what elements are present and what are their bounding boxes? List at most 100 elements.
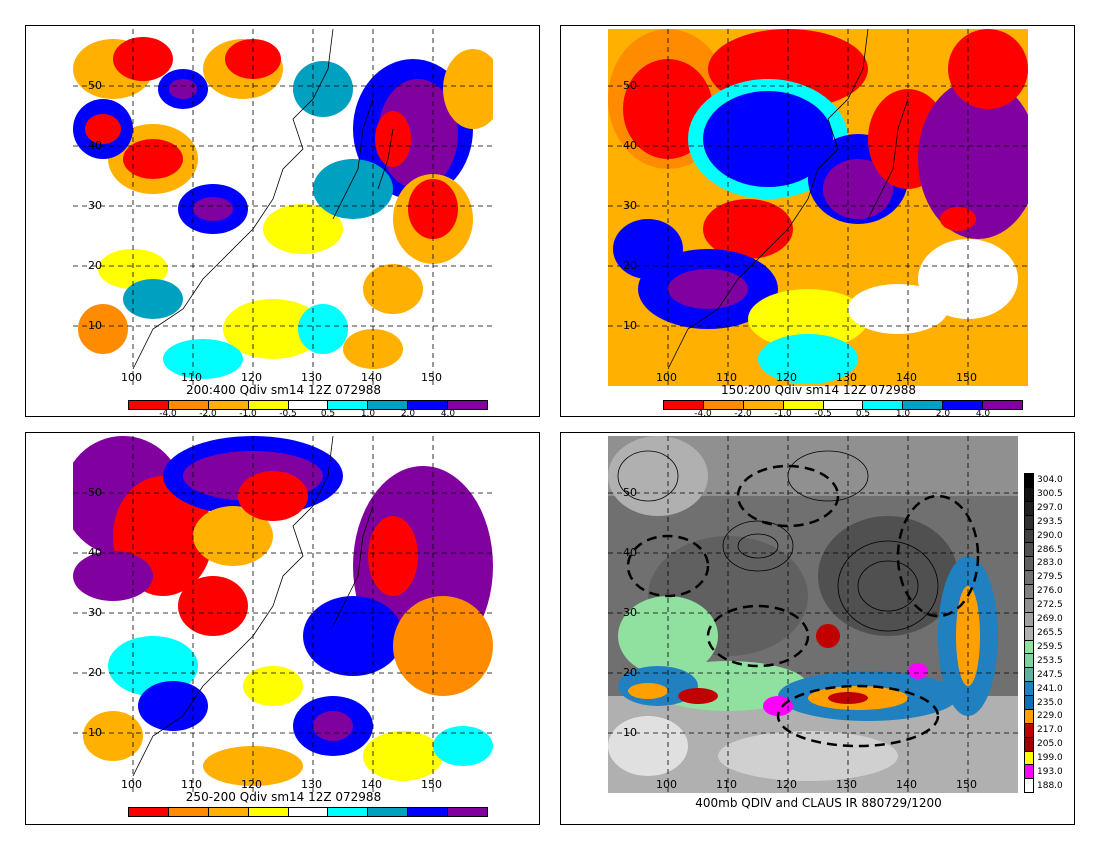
colorbar-label: -2.0 xyxy=(199,409,217,419)
qdiv-colorbar xyxy=(128,807,488,817)
colorbar-swatch xyxy=(168,808,209,816)
map-bottom-right xyxy=(608,436,1018,793)
lat-label-10: 10 xyxy=(88,726,102,739)
lat-label-40: 40 xyxy=(88,546,102,559)
lon-label-150: 150 xyxy=(956,371,977,384)
lon-label-120: 120 xyxy=(776,778,797,791)
colorbar-label: -0.5 xyxy=(279,409,297,419)
ir-colorbar-swatch xyxy=(1025,765,1033,780)
ir-colorbar-swatch xyxy=(1025,737,1033,752)
lat-label-30: 30 xyxy=(88,606,102,619)
colorbar-swatch xyxy=(448,808,488,816)
ir-label: 253.5 xyxy=(1037,656,1063,666)
ir-colorbar-swatch xyxy=(1025,557,1033,572)
panel-caption: 150:200 Qdiv sm14 12Z 072988 xyxy=(720,383,917,397)
lon-label-140: 140 xyxy=(896,371,917,384)
ir-colorbar-swatch xyxy=(1025,709,1033,724)
ir-colorbar-swatch xyxy=(1025,779,1033,793)
lat-label-50: 50 xyxy=(88,79,102,92)
lat-label-50: 50 xyxy=(623,486,637,499)
ir-label: 283.0 xyxy=(1037,558,1063,568)
panel-caption: 400mb QDIV and CLAUS IR 880729/1200 xyxy=(695,796,942,810)
colorbar-swatch xyxy=(903,401,944,409)
colorbar-swatch xyxy=(703,401,744,409)
colorbar-swatch xyxy=(408,808,449,816)
lat-label-50: 50 xyxy=(88,486,102,499)
ir-colorbar-swatch xyxy=(1025,474,1033,488)
colorbar-label: 0.5 xyxy=(855,409,871,419)
colorbar-label: -1.0 xyxy=(774,409,792,419)
ir-label: 286.5 xyxy=(1037,545,1063,555)
colorbar-swatch xyxy=(408,401,449,409)
ir-label: 205.0 xyxy=(1037,739,1063,749)
colorbar-swatch xyxy=(743,401,784,409)
panel-top-left: 50 40 30 20 10 100 110 120 130 140 150 2… xyxy=(25,25,540,419)
lat-label-20: 20 xyxy=(623,259,637,272)
lat-label-30: 30 xyxy=(623,199,637,212)
lon-label-130: 130 xyxy=(836,778,857,791)
ir-colorbar-swatch xyxy=(1025,626,1033,641)
ir-colorbar-swatch xyxy=(1025,598,1033,613)
colorbar-swatch xyxy=(208,401,249,409)
colorbar-swatch xyxy=(288,808,329,816)
lat-label-10: 10 xyxy=(88,319,102,332)
lon-label-100: 100 xyxy=(656,371,677,384)
panel-caption: 200:400 Qdiv sm14 12Z 072988 xyxy=(185,383,382,397)
colorbar-swatch xyxy=(328,401,369,409)
ir-colorbar-swatch xyxy=(1025,585,1033,599)
ir-label: 272.5 xyxy=(1037,600,1063,610)
panel-bottom-left: 50 40 30 20 10 100 110 120 130 140 150 2… xyxy=(25,432,540,825)
lat-label-20: 20 xyxy=(88,666,102,679)
ir-colorbar-swatch xyxy=(1025,654,1033,669)
colorbar-label: -4.0 xyxy=(694,409,712,419)
colorbar-label: 4.0 xyxy=(440,409,456,419)
lon-label-120: 120 xyxy=(776,371,797,384)
colorbar-swatch xyxy=(248,808,289,816)
colorbar-swatch xyxy=(129,808,169,816)
colorbar-swatch xyxy=(983,401,1023,409)
ir-label: 247.5 xyxy=(1037,670,1063,680)
lon-label-110: 110 xyxy=(716,778,737,791)
ir-label: 300.5 xyxy=(1037,489,1063,499)
ir-label: 229.0 xyxy=(1037,711,1063,721)
lon-label-120: 120 xyxy=(241,371,262,384)
colorbar-label: -2.0 xyxy=(734,409,752,419)
colorbar-swatch xyxy=(368,401,409,409)
ir-label: 293.5 xyxy=(1037,517,1063,527)
qdiv-colorbar xyxy=(128,400,488,410)
ir-colorbar-swatch xyxy=(1025,682,1033,696)
ir-colorbar xyxy=(1024,473,1034,793)
colorbar-swatch xyxy=(783,401,824,409)
colorbar-label: -1.0 xyxy=(239,409,257,419)
ir-colorbar-swatch xyxy=(1025,529,1033,544)
qdiv-field-top-left xyxy=(73,29,493,386)
ir-label: 297.0 xyxy=(1037,503,1063,513)
colorbar-label: 1.0 xyxy=(895,409,911,419)
lon-label-130: 130 xyxy=(301,778,322,791)
map-top-left xyxy=(73,29,493,386)
ir-label: 276.0 xyxy=(1037,586,1063,596)
colorbar-label: 2.0 xyxy=(935,409,951,419)
lat-label-10: 10 xyxy=(623,319,637,332)
ir-qdiv-field xyxy=(608,436,1018,793)
lat-label-20: 20 xyxy=(88,259,102,272)
ir-colorbar-swatch xyxy=(1025,501,1033,516)
lat-label-20: 20 xyxy=(623,666,637,679)
panel-bottom-right: 50 40 30 20 10 100 110 120 130 140 150 4… xyxy=(560,432,1075,825)
qdiv-field-bottom-left xyxy=(73,436,493,793)
lon-label-140: 140 xyxy=(896,778,917,791)
colorbar-swatch xyxy=(129,401,169,409)
colorbar-label: 1.0 xyxy=(360,409,376,419)
colorbar-label: 2.0 xyxy=(400,409,416,419)
colorbar-label: -0.5 xyxy=(814,409,832,419)
panel-caption: 250-200 Qdiv sm14 12Z 072988 xyxy=(185,790,382,804)
ir-label: 290.0 xyxy=(1037,531,1063,541)
lon-label-140: 140 xyxy=(361,371,382,384)
lon-label-150: 150 xyxy=(956,778,977,791)
ir-label: 188.0 xyxy=(1037,781,1063,791)
ir-colorbar-swatch xyxy=(1025,487,1033,502)
ir-colorbar-labels: 304.0 300.5 297.0 293.5 290.0 286.5 283.… xyxy=(1037,473,1073,793)
colorbar-swatch xyxy=(248,401,289,409)
colorbar-swatch xyxy=(664,401,704,409)
ir-label: 241.0 xyxy=(1037,684,1063,694)
